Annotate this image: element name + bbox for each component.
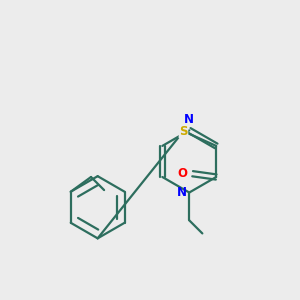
- Text: N: N: [184, 113, 194, 126]
- Text: S: S: [179, 125, 188, 138]
- Text: N: N: [177, 186, 187, 199]
- Text: O: O: [177, 167, 188, 180]
